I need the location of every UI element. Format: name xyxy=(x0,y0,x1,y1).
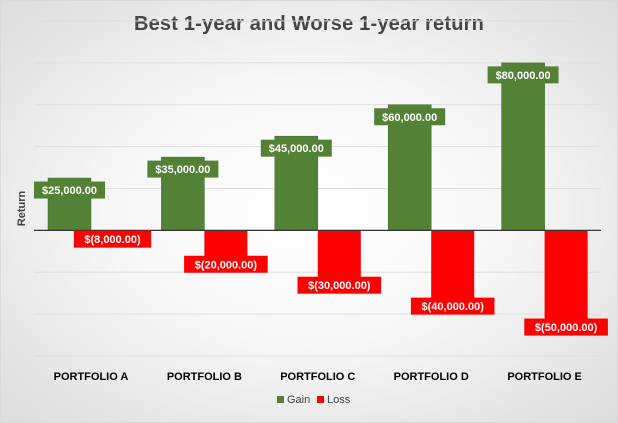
loss-data-label-text: $(20,000.00) xyxy=(195,259,258,271)
legend: Gain Loss xyxy=(277,394,351,406)
loss-data-label-text: $(40,000.00) xyxy=(422,301,485,313)
gain-data-label-box xyxy=(374,108,446,126)
loss-data-label: $(8,000.00) xyxy=(73,230,152,248)
gain-data-label: $35,000.00 xyxy=(147,160,219,178)
loss-data-label: $(20,000.00) xyxy=(184,255,268,273)
gain-data-label: $45,000.00 xyxy=(260,139,332,157)
bars xyxy=(47,62,588,336)
loss-data-label-text: $(8,000.00) xyxy=(84,234,141,246)
legend-swatch xyxy=(317,396,324,403)
gain-bar xyxy=(387,104,432,231)
category-label: PORTFOLIO D xyxy=(394,371,469,383)
loss-data-label-box xyxy=(297,276,382,294)
category-label: PORTFOLIO C xyxy=(280,371,355,383)
loss-data-label-text: $(50,000.00) xyxy=(535,322,598,334)
data-labels: $25,000.00 $(8,000.00) $35,000.00 $(20,000.… xyxy=(34,66,608,336)
loss-data-label-box xyxy=(73,230,152,248)
gain-data-label-text: $60,000.00 xyxy=(382,112,437,124)
axes: PORTFOLIO A PORTFOLIO B PORTFOLIO C PORTFOL… xyxy=(16,191,601,383)
loss-data-label-box xyxy=(524,318,608,336)
loss-data-label-text: $(30,000.00) xyxy=(308,280,371,292)
gain-data-label-text: $35,000.00 xyxy=(155,164,210,176)
gain-data-label-box xyxy=(260,139,332,157)
gain-data-label-box xyxy=(34,181,105,199)
legend-label: Gain xyxy=(287,394,310,406)
legend-swatch xyxy=(277,396,284,403)
category-label: PORTFOLIO B xyxy=(167,371,242,383)
loss-data-label-box xyxy=(410,297,495,315)
gain-data-label-box xyxy=(147,160,219,178)
gain-data-label-text: $80,000.00 xyxy=(496,70,551,82)
gain-data-label-text: $25,000.00 xyxy=(42,185,97,197)
y-axis-title: Return xyxy=(16,191,28,227)
loss-data-label: $(40,000.00) xyxy=(410,297,495,315)
loss-data-label-box xyxy=(184,255,268,273)
category-label: PORTFOLIO A xyxy=(54,371,129,383)
gain-data-label: $60,000.00 xyxy=(374,108,446,126)
gain-bar xyxy=(501,62,545,231)
category-label: PORTFOLIO E xyxy=(507,371,582,383)
loss-data-label: $(50,000.00) xyxy=(524,318,608,336)
gain-data-label-text: $45,000.00 xyxy=(269,143,324,155)
gain-data-label: $25,000.00 xyxy=(34,181,105,199)
loss-bar xyxy=(544,230,588,336)
chart-title: Best 1-year and Worse 1-year return xyxy=(133,13,485,35)
legend-label: Loss xyxy=(327,394,351,406)
gain-data-label-box xyxy=(487,66,559,84)
gain-data-label: $80,000.00 xyxy=(487,66,559,84)
loss-data-label: $(30,000.00) xyxy=(297,276,382,294)
